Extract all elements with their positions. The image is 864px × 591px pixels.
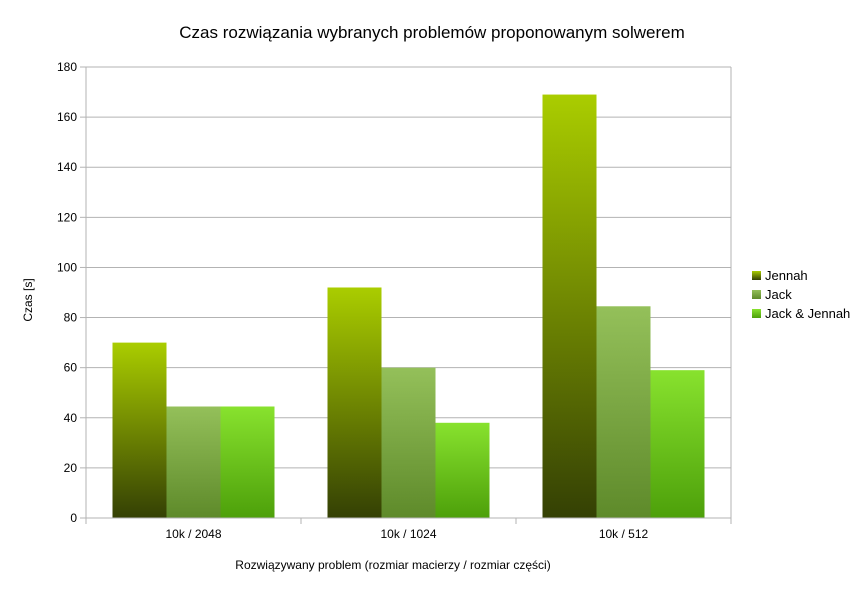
bar-jack-jennah-0 [220, 406, 275, 518]
x-tick-label: 10k / 512 [599, 527, 649, 541]
bar-jennah-0 [112, 342, 167, 518]
y-tick-labels: 0 20 40 60 80 100 120 140 160 180 [57, 60, 77, 525]
bar-jennah-1 [327, 287, 382, 518]
x-axis-label: Rozwiązywany problem (rozmiar macierzy /… [235, 558, 550, 572]
legend-label: Jack [765, 287, 792, 302]
y-tick-label: 80 [64, 311, 78, 325]
bar-jack-jennah-1 [435, 422, 490, 518]
legend-label: Jack & Jennah [765, 306, 850, 321]
legend-swatch [752, 309, 761, 318]
legend-label: Jennah [765, 268, 808, 283]
bar-jennah-2 [542, 94, 597, 519]
legend: Jennah Jack Jack & Jennah [752, 268, 850, 321]
y-tick-label: 100 [57, 260, 77, 274]
x-tick-label: 10k / 1024 [380, 527, 436, 541]
y-tick-label: 0 [70, 511, 77, 525]
y-tick-label: 160 [57, 110, 77, 124]
legend-swatch [752, 290, 761, 299]
y-tick-label: 140 [57, 160, 77, 174]
x-tick-label: 10k / 2048 [165, 527, 221, 541]
y-tick-label: 20 [64, 461, 78, 475]
bar-jack-1 [381, 367, 436, 518]
bar-jack-0 [166, 406, 221, 518]
bars [112, 94, 705, 519]
x-tick-labels: 10k / 2048 10k / 1024 10k / 512 [165, 527, 648, 541]
chart-title: Czas rozwiązania wybranych problemów pro… [179, 23, 685, 42]
legend-swatch [752, 271, 761, 280]
bar-jack-2 [596, 306, 651, 518]
axes [85, 67, 732, 524]
y-tick-label: 180 [57, 60, 77, 74]
y-axis-label: Czas [s] [21, 278, 35, 321]
y-tick-label: 120 [57, 210, 77, 224]
y-tick-label: 60 [64, 361, 78, 375]
bar-jack-jennah-2 [650, 370, 705, 518]
y-tick-label: 40 [64, 411, 78, 425]
